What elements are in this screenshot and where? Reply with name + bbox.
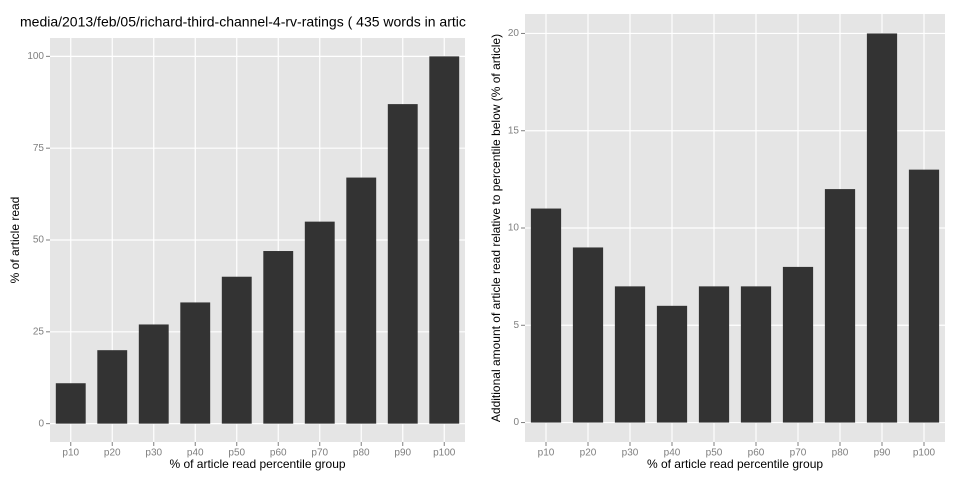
x-tick-label: p100 [913,448,936,459]
bar [908,169,940,423]
x-tick-label: p30 [145,448,162,459]
x-tick-label: p70 [790,448,807,459]
y-axis-title: % of article read [8,197,22,284]
y-tick-label: 25 [33,326,45,337]
bar [530,208,562,423]
x-tick-label: p50 [706,448,723,459]
chart: 0 5 10 15 20 p10 p20 p30 p40 p50 p60 p70 p80 p90 p100%… [489,14,945,471]
x-axis-title: % of article read percentile group [647,457,823,471]
bar [656,305,688,423]
x-tick-label: p80 [832,448,849,459]
x-tick-label: p40 [187,448,204,459]
x-tick-label: p80 [353,448,370,459]
bar [97,350,128,424]
bar [180,302,211,424]
bar [429,56,460,424]
x-tick-label: p60 [270,448,287,459]
y-tick-label: 75 [33,143,45,154]
bar [304,221,335,424]
x-tick-label: p30 [622,448,639,459]
y-tick-label: 5 [513,320,519,331]
bar [824,189,856,423]
x-tick-label: p90 [874,448,891,459]
bar [387,104,418,424]
x-tick-label: p50 [228,448,245,459]
x-tick-label: p70 [311,448,328,459]
bar [866,33,898,423]
bar [698,286,730,423]
bar [614,286,646,423]
x-axis-title: % of article read percentile group [169,457,345,471]
bar [221,276,252,424]
x-tick-label: p60 [748,448,765,459]
bar [572,247,604,423]
chart-title: media/2013/feb/05/richard-third-channel-… [20,14,466,30]
y-tick-label: 100 [27,51,44,62]
y-tick-label: 10 [508,223,520,234]
bar [740,286,772,423]
y-tick-label: 0 [513,417,519,428]
bar [263,251,294,424]
x-tick-label: p20 [580,448,597,459]
y-tick-label: 50 [33,235,45,246]
bar [138,324,169,424]
y-tick-label: 15 [508,125,520,136]
bar [55,383,86,424]
x-tick-label: p40 [664,448,681,459]
x-tick-label: p90 [394,448,411,459]
y-tick-label: 0 [38,418,44,429]
x-tick-label: p10 [538,448,555,459]
bar [782,266,814,423]
x-tick-label: p10 [62,448,79,459]
x-tick-label: p20 [104,448,121,459]
y-tick-label: 20 [508,28,520,39]
x-tick-label: p100 [433,448,456,459]
bar [346,177,377,424]
y-axis-title: Additional amount of article read relati… [489,34,503,422]
chart: 0 25 50 75 100 p10 p20 p30 p40 p50 p60 p70 p80 p90 p10… [8,14,466,471]
